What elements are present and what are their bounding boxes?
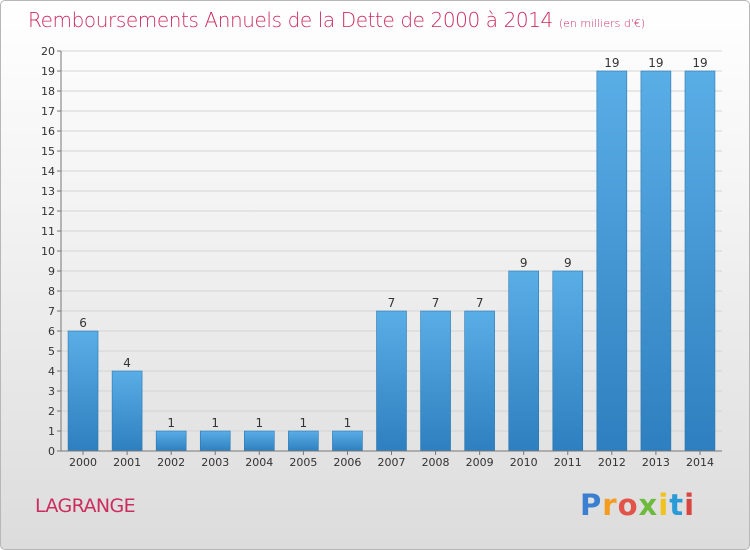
y-tick-label: 18 xyxy=(41,85,55,98)
commune-name: LAGRANGE xyxy=(35,495,136,517)
bar-value-label: 9 xyxy=(520,256,528,270)
bar xyxy=(464,310,495,452)
logo-letter: t xyxy=(669,488,685,522)
y-tick-label: 7 xyxy=(48,305,55,318)
x-tick-label: 2006 xyxy=(333,456,361,469)
logo-letter: i xyxy=(658,488,670,522)
y-tick-label: 9 xyxy=(48,265,55,278)
x-tick-label: 2011 xyxy=(554,456,582,469)
bar xyxy=(67,330,99,452)
x-tick-label: 2002 xyxy=(157,456,185,469)
y-tick-label: 5 xyxy=(48,345,55,358)
bar-value-label: 1 xyxy=(300,416,308,430)
x-tick-label: 2009 xyxy=(466,456,494,469)
bar xyxy=(420,310,451,452)
chart-title-text: Remboursements Annuels de la Dette de 20… xyxy=(28,8,553,32)
bar xyxy=(332,430,363,452)
bar-value-label: 1 xyxy=(344,416,352,430)
bar-value-label: 4 xyxy=(123,356,131,370)
bar-value-label: 1 xyxy=(211,416,219,430)
bar-value-label: 19 xyxy=(692,56,707,70)
y-tick-label: 11 xyxy=(41,225,55,238)
x-tick-label: 2008 xyxy=(422,456,450,469)
bar-value-label: 1 xyxy=(167,416,175,430)
logo-letter: P xyxy=(580,488,603,522)
y-tick-label: 19 xyxy=(41,65,55,78)
bar-value-label: 19 xyxy=(604,56,619,70)
bar-value-label: 7 xyxy=(432,296,440,310)
y-tick-label: 4 xyxy=(48,365,55,378)
logo-letter: x xyxy=(638,488,659,522)
y-tick-label: 6 xyxy=(48,325,55,338)
bar-value-label: 1 xyxy=(255,416,263,430)
x-tick-label: 2007 xyxy=(378,456,406,469)
y-tick-label: 13 xyxy=(41,185,55,198)
x-tick-label: 2013 xyxy=(642,456,670,469)
y-tick-label: 10 xyxy=(41,245,55,258)
bar xyxy=(640,70,672,452)
y-tick-label: 12 xyxy=(41,205,55,218)
x-tick-label: 2010 xyxy=(510,456,538,469)
bar-value-label: 7 xyxy=(388,296,396,310)
y-tick-label: 15 xyxy=(41,145,55,158)
y-tick-label: 16 xyxy=(41,125,55,138)
bar xyxy=(244,430,275,452)
x-tick-label: 2003 xyxy=(201,456,229,469)
logo-letter: r xyxy=(602,488,618,522)
x-tick-label: 2012 xyxy=(598,456,626,469)
bar xyxy=(111,370,143,452)
bar-value-label: 9 xyxy=(564,256,572,270)
y-tick-label: 20 xyxy=(41,45,55,58)
bar xyxy=(155,430,187,452)
y-tick-label: 14 xyxy=(41,165,55,178)
x-tick-label: 2001 xyxy=(113,456,141,469)
y-tick-label: 8 xyxy=(48,285,55,298)
bar-value-label: 6 xyxy=(79,316,87,330)
logo-letter: i xyxy=(684,488,696,522)
bar xyxy=(199,430,231,452)
bar-value-label: 19 xyxy=(648,56,663,70)
bars: 6 4 1 1 1 1 1 7 7 7 9 9 19 19 19 xyxy=(67,56,716,452)
y-tick-label: 1 xyxy=(48,425,55,438)
bar xyxy=(596,70,628,452)
y-tick-label: 2 xyxy=(48,405,55,418)
bar xyxy=(684,70,716,452)
bar-value-label: 7 xyxy=(476,296,484,310)
x-tick-label: 2000 xyxy=(69,456,97,469)
logo-letter: o xyxy=(617,488,639,522)
chart-title: Remboursements Annuels de la Dette de 20… xyxy=(28,8,645,32)
x-tick-label: 2004 xyxy=(245,456,273,469)
bar xyxy=(508,270,539,452)
y-tick-label: 17 xyxy=(41,105,55,118)
bar xyxy=(376,310,407,452)
y-tick-label: 3 xyxy=(48,385,55,398)
bar xyxy=(288,430,319,452)
y-tick-label: 0 xyxy=(48,445,55,458)
bar xyxy=(552,270,584,452)
chart-unit: (en milliers d'€) xyxy=(558,17,646,30)
proxiti-logo[interactable]: Proxiti xyxy=(580,488,695,522)
x-tick-label: 2005 xyxy=(289,456,317,469)
x-tick-label: 2014 xyxy=(686,456,714,469)
